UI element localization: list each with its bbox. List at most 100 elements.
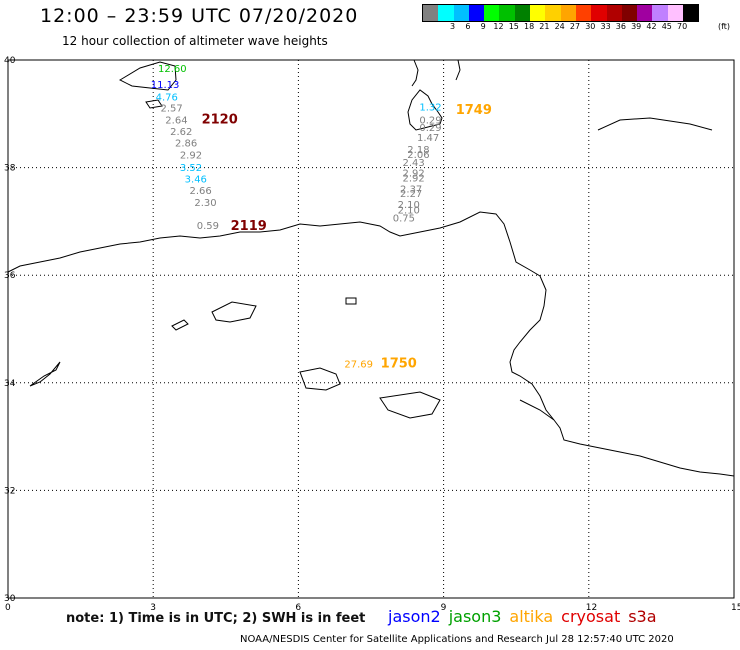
colorbar-tick: 42 [646,22,657,31]
pass-number-label: 1749 [456,103,492,118]
colorbar-tick: 12 [493,22,504,31]
lat-label: 32 [4,486,15,496]
wave-height-label: 2.37 [400,184,422,195]
colorbar-swatch [606,5,622,21]
colorbar-tick: 39 [631,22,642,31]
credit-line: NOAA/NESDIS Center for Satellite Applica… [240,634,674,645]
small-island-1 [171,319,189,331]
menorca-coast [145,99,163,109]
wave-height-label: 2.57 [160,104,182,115]
corsica-coast [411,59,419,87]
mallorca-coast [118,61,177,91]
satellite-name-jason2: jason2 [388,607,441,626]
wave-height-label: 1.32 [419,103,441,114]
wave-height-label: 0.75 [393,213,415,224]
lat-label: 34 [4,379,16,389]
wave-height-label: 2.92 [402,174,424,185]
small-island-2 [211,301,257,323]
wave-height-label: 2.62 [170,127,192,138]
colorbar-tick: 33 [600,22,611,31]
wave-height-colorbar [422,4,700,22]
wave-height-label: 1.47 [417,133,439,144]
wave-height-label: 2.92 [180,150,202,161]
sardinia-coast [407,89,443,131]
wave-observations: 12.6011.134.762.572.642.622.862.923.523.… [151,64,442,371]
wave-height-label: 3.46 [185,175,207,186]
graticule [7,59,735,599]
lat-label: 38 [4,164,16,174]
satellite-name-s3a: s3a [628,607,657,626]
lat-label: 40 [4,56,16,66]
lon-label: 12 [586,603,597,613]
wave-height-label: 0.29 [419,123,441,134]
colorbar-swatch [438,5,454,21]
wave-height-label: 2.92 [402,169,424,180]
lon-label: 0 [5,603,11,613]
colorbar-tick-labels: 3 6 9 12 15 18 21 24 27 30 33 36 39 42 45 70 (ft) [422,22,734,36]
colorbar-tick: 21 [539,22,550,31]
lon-label: 6 [295,603,301,613]
colorbar-tick: 27 [569,22,581,31]
wave-height-label: 2.86 [175,139,197,150]
pass-number-label: 2119 [231,219,267,234]
satellite-name-jason3: jason3 [448,607,502,626]
wave-height-label: 11.13 [151,80,180,91]
satellite-name-altika: altika [509,607,554,626]
small-island-4 [519,399,555,421]
colorbar-tick: 18 [524,22,535,31]
colorbar-tick: 24 [554,22,565,31]
colorbar-swatch [683,5,699,21]
colorbar-tick: 30 [585,22,596,31]
colorbar-swatch [423,5,439,21]
colorbar-swatch [637,5,653,21]
wave-height-label: 2.18 [407,145,429,156]
colorbar-swatch [560,5,576,21]
colorbar-swatch [499,5,515,21]
satellite-name-cryosat: cryosat [561,607,621,626]
wave-height-label: 2.30 [194,198,216,209]
lon-label: 15 [731,603,740,613]
pass-labels: 2120 2119 1749 1750 [202,103,492,372]
colorbar-swatch [667,5,684,21]
colorbar-tick: 36 [615,22,626,31]
italy-coast [455,59,461,81]
colorbar-tick: 45 [661,22,672,31]
small-island-3 [345,297,357,305]
colorbar-unit: (ft) [717,22,731,31]
wave-height-label: 0.29 [419,115,441,126]
wave-height-label: 2.43 [402,158,424,169]
djerba-coast [379,391,441,419]
colorbar-tick: 15 [508,22,519,31]
wave-height-label: 12.60 [158,64,187,75]
colorbar-swatch [514,5,531,21]
colorbar-swatch [468,5,485,21]
colorbar-tick: 9 [480,22,486,31]
lat-label: 36 [4,271,16,281]
sicily-coast [597,117,713,131]
wave-height-label: 2.27 [400,189,422,200]
wave-height-label: 2.10 [398,200,420,211]
map-subtitle: 12 hour collection of altimeter wave hei… [62,34,328,48]
colorbar-swatch [621,5,638,21]
wave-height-label: 2.06 [407,150,429,161]
kerkennah-islands [299,367,341,391]
west-islands [29,361,61,387]
colorbar-swatch [591,5,607,21]
map-frame [7,59,735,599]
wave-height-label: 0.59 [197,221,219,232]
colorbar-swatch [652,5,668,21]
colorbar-tick: 3 [450,22,456,31]
colorbar-swatch [484,5,500,21]
lat-label: 30 [4,594,16,604]
wave-height-label: 27.69 [344,360,373,371]
wave-height-label: 4.76 [156,92,178,103]
wave-height-label: 2.10 [398,205,420,216]
wave-height-label: 2.64 [165,115,187,126]
colorbar-swatch [453,5,469,21]
satellite-legend: jason2 jason3 altika cryosat s3a [388,607,665,626]
colorbar-swatch [545,5,561,21]
pass-number-label: 2120 [202,112,238,127]
footer-note: note: 1) Time is in UTC; 2) SWH is in fe… [66,611,366,626]
